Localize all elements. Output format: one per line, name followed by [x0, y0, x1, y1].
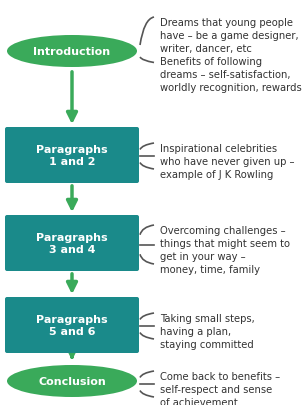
FancyBboxPatch shape [5, 128, 139, 183]
Text: Taking small steps,: Taking small steps, [160, 313, 255, 323]
Text: money, time, family: money, time, family [160, 264, 260, 274]
Text: get in your way –: get in your way – [160, 252, 246, 261]
Text: of achievement: of achievement [160, 397, 238, 405]
Text: Introduction: Introduction [33, 47, 111, 57]
FancyBboxPatch shape [5, 215, 139, 271]
Text: Benefits of following: Benefits of following [160, 57, 262, 67]
Text: staying committed: staying committed [160, 339, 254, 349]
Text: writer, dancer, etc: writer, dancer, etc [160, 44, 252, 54]
Text: self-respect and sense: self-respect and sense [160, 384, 272, 394]
Text: dreams – self-satisfaction,: dreams – self-satisfaction, [160, 70, 291, 80]
Text: Paragraphs
5 and 6: Paragraphs 5 and 6 [36, 314, 108, 336]
Text: Paragraphs
3 and 4: Paragraphs 3 and 4 [36, 232, 108, 254]
Text: Paragraphs
1 and 2: Paragraphs 1 and 2 [36, 145, 108, 166]
Ellipse shape [7, 36, 137, 68]
Text: worldly recognition, rewards: worldly recognition, rewards [160, 83, 302, 93]
Text: Inspirational celebrities: Inspirational celebrities [160, 144, 277, 153]
Text: Overcoming challenges –: Overcoming challenges – [160, 226, 286, 235]
Text: things that might seem to: things that might seem to [160, 239, 290, 248]
Text: Dreams that young people: Dreams that young people [160, 18, 293, 28]
Text: Come back to benefits –: Come back to benefits – [160, 371, 280, 381]
Text: Conclusion: Conclusion [38, 376, 106, 386]
FancyBboxPatch shape [5, 297, 139, 353]
Text: have – be a game designer,: have – be a game designer, [160, 31, 299, 41]
Text: example of J K Rowling: example of J K Rowling [160, 170, 273, 179]
Text: who have never given up –: who have never given up – [160, 157, 295, 166]
Text: having a plan,: having a plan, [160, 326, 231, 336]
Ellipse shape [7, 365, 137, 397]
